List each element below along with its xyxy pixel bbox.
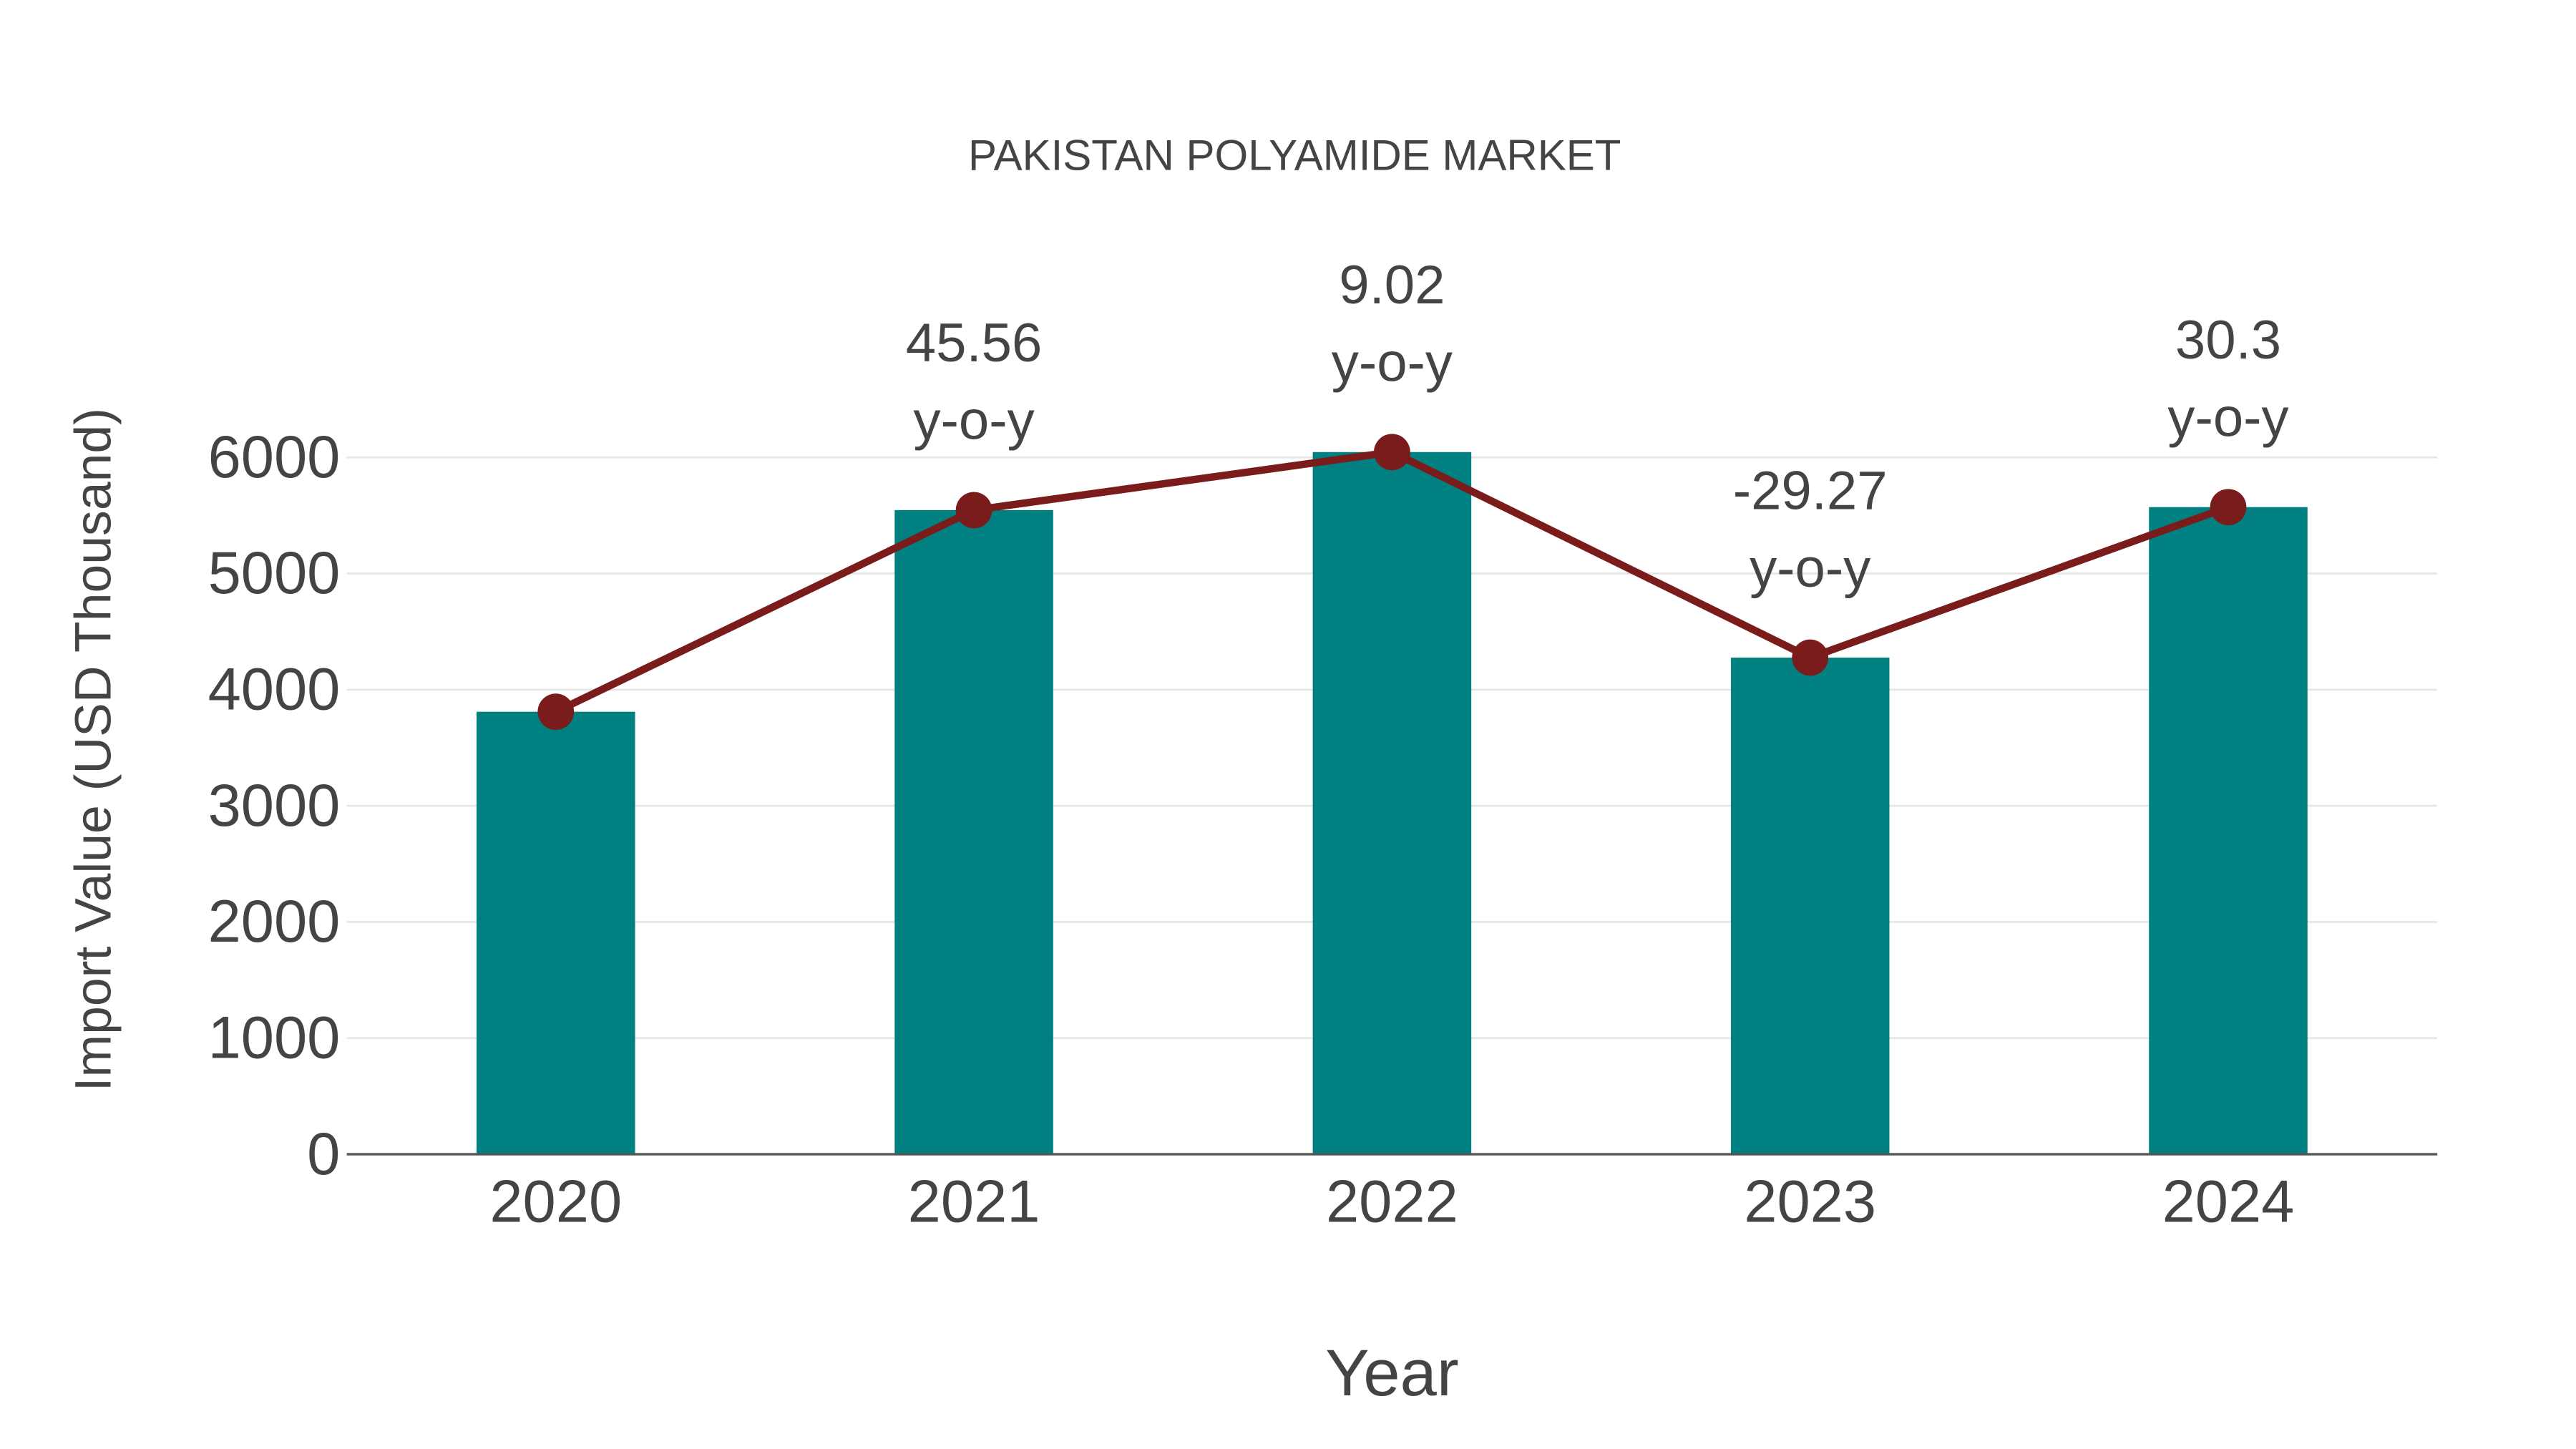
- x-tick-label: 2021: [908, 1169, 1040, 1235]
- trend-point-2023: [1792, 639, 1829, 676]
- y-tick-label: 4000: [208, 656, 341, 723]
- x-tick-label: 2020: [489, 1169, 622, 1235]
- bar-2022: [1312, 452, 1472, 1155]
- trend-point-2020: [537, 693, 575, 731]
- yoy-value: 30.3: [2175, 310, 2281, 371]
- y-tick-label: 0: [307, 1121, 340, 1187]
- yoy-suffix: y-o-y: [1750, 538, 1870, 599]
- y-tick-label: 1000: [208, 1004, 341, 1070]
- trend-point-2024: [2210, 489, 2247, 526]
- yoy-suffix: y-o-y: [2167, 387, 2288, 448]
- yoy-value: 45.56: [906, 313, 1043, 374]
- y-tick-label: 5000: [208, 540, 341, 606]
- yoy-suffix: y-o-y: [1332, 333, 1453, 394]
- y-tick-label: 2000: [208, 888, 341, 955]
- x-tick-label: 2022: [1326, 1169, 1458, 1235]
- x-tick-label: 2024: [2162, 1169, 2295, 1235]
- x-tick-label: 2023: [1744, 1169, 1876, 1235]
- y-axis-label: Import Value (USD Thousand): [65, 408, 122, 1091]
- x-axis-label: Year: [1325, 1335, 1458, 1410]
- yoy-value: 9.02: [1339, 255, 1445, 316]
- bar-2020: [477, 711, 635, 1155]
- bar-2021: [894, 509, 1053, 1155]
- y-tick-label: 3000: [208, 772, 341, 839]
- chart-title: PAKISTAN POLYAMIDE MARKET: [968, 132, 1621, 180]
- y-tick-label: 6000: [208, 424, 341, 490]
- bar-2023: [1730, 658, 1890, 1155]
- trend-point-2022: [1374, 434, 1410, 471]
- bar-2024: [2149, 507, 2308, 1155]
- trend-point-2021: [955, 492, 992, 529]
- yoy-value: -29.27: [1733, 460, 1888, 521]
- yoy-suffix: y-o-y: [913, 391, 1034, 452]
